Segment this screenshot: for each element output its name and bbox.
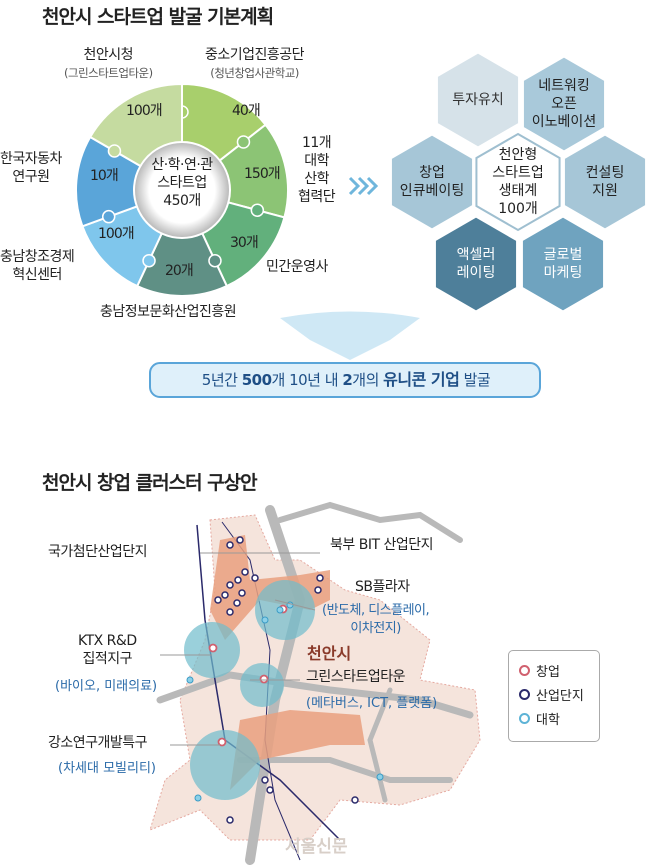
- hexagon: [388, 132, 476, 232]
- university-dot-icon: [194, 794, 202, 802]
- puzzle-knob: [250, 203, 265, 217]
- legend-item: 창업: [519, 661, 560, 680]
- industrial-pin-icon: [214, 596, 222, 604]
- industrial-pin-icon: [241, 568, 249, 576]
- count-private: 30개: [230, 235, 259, 251]
- industrial-pin-icon: [314, 586, 322, 594]
- puzzle-knob: [142, 253, 156, 268]
- label-ctia: 충남정보문화산업진흥원: [100, 304, 237, 320]
- pin-icon: [519, 665, 530, 676]
- road: [237, 757, 453, 783]
- industrial-pin-icon: [266, 786, 274, 794]
- leader-line: [274, 599, 316, 611]
- hexagon-label: 네트워킹 오픈 이노베이션: [531, 78, 597, 130]
- count-university: 150개: [244, 166, 281, 182]
- label-green-startup: 그린스타트업타운: [306, 669, 406, 685]
- legend-item: 대학: [519, 709, 560, 728]
- industrial-pin-icon: [238, 589, 246, 597]
- label-green-sub: (메타버스, ICT, 플랫폼): [306, 696, 438, 711]
- label-gangso: 강소연구개발특구: [48, 735, 148, 751]
- road: [277, 501, 463, 543]
- label-sb-plaza: SB플라자: [355, 579, 410, 595]
- label-ccei: 충남창조경제 혁신센터: [0, 249, 75, 283]
- down-arrow: [280, 311, 420, 360]
- industrial-pin-icon: [261, 776, 269, 784]
- label-sb-sub: (반도체, 디스플레이, 이차전지): [322, 603, 430, 636]
- industrial-pin-icon: [233, 599, 241, 607]
- industrial-zone: [230, 710, 365, 790]
- university-dot-icon: [186, 676, 194, 684]
- count-city: 100개: [126, 103, 163, 119]
- ring-center: [135, 143, 229, 237]
- hexagon: [432, 214, 520, 314]
- label-private: 민간운영사: [266, 259, 328, 275]
- puzzle-knob: [236, 135, 251, 149]
- count-katech: 10개: [90, 168, 119, 184]
- hexagon-label: 투자유치: [452, 92, 504, 108]
- count-ccei: 100개: [98, 226, 135, 242]
- hexagon: [475, 132, 561, 232]
- hexagon-label: 천안형 스타트업 생태계 100개: [492, 147, 544, 217]
- label-katech: 한국자동차 연구원: [0, 151, 62, 185]
- industrial-pin-icon: [226, 816, 234, 824]
- count-ctia: 20개: [165, 263, 194, 279]
- hexagon: [520, 54, 608, 154]
- university-dot-icon: [261, 616, 269, 624]
- label-ktx-sub: (바이오, 미래의료): [55, 679, 158, 694]
- goal-banner-text: 5년간 500개 10년 내 2개의 유니콘 기업 발굴: [201, 370, 491, 389]
- road: [156, 671, 474, 719]
- industrial-pin-icon: [226, 581, 234, 589]
- industrial-pin-icon: [221, 591, 229, 599]
- label-national-complex: 국가첨단산업단지: [48, 544, 148, 560]
- label-cheonan-city: 천안시청 (그린스타트업타운): [64, 47, 153, 80]
- university-dot-icon: [376, 773, 384, 781]
- industrial-pin-icon: [226, 541, 234, 549]
- hexagon-label: 글로벌 마케팅: [543, 247, 583, 281]
- center-label: 산·학·연·관 스타트업 450개: [151, 157, 213, 209]
- industrial-pin-icon: [234, 576, 242, 584]
- industrial-pin-icon: [226, 608, 234, 616]
- hexagon-label: 액셀러 레이팅: [456, 247, 496, 281]
- chevron-right-icon: [348, 176, 361, 196]
- label-university: 11개 대학 산학 협력단: [298, 135, 336, 205]
- hexagon: [434, 50, 522, 150]
- startup-zone: [240, 663, 284, 707]
- count-sbc: 40개: [232, 103, 261, 119]
- puzzle-knob: [101, 209, 116, 224]
- label-north-bit: 북부 BIT 산업단지: [330, 537, 433, 553]
- startup-zone: [190, 730, 260, 800]
- dot-icon: [519, 713, 530, 724]
- watermark-logo: 서울신문: [285, 837, 348, 857]
- university-dot-icon: [276, 606, 284, 614]
- chevron-right-icon: [357, 176, 370, 196]
- hexagon-label: 창업 인큐베이팅: [399, 165, 465, 199]
- startup-pin-icon: [259, 674, 269, 684]
- chevron-right-icon: [366, 176, 379, 196]
- industrial-pin-icon: [351, 796, 359, 804]
- label-ktx: KTX R&D 집적지구: [78, 633, 137, 667]
- label-sbc: 중소기업진흥공단 (청년창업사관학교): [205, 47, 305, 80]
- industrial-pin-icon: [236, 536, 244, 544]
- hexagon: [519, 214, 607, 314]
- puzzle-knob: [208, 253, 222, 268]
- goal-banner: [149, 362, 541, 398]
- puzzle-knob: [107, 144, 122, 158]
- hexagon: [561, 132, 649, 232]
- startup-pin-icon: [208, 643, 218, 653]
- startup-pin-icon: [217, 737, 227, 747]
- map-title: 천안시 창업 클러스터 구상안: [42, 472, 258, 494]
- industrial-pin-icon: [251, 574, 259, 582]
- industrial-pin-icon: [316, 574, 324, 582]
- plan-title: 천안시 스타트업 발굴 기본계획: [42, 6, 274, 28]
- pin-icon: [519, 689, 530, 700]
- label-gangso-sub: (차세대 모빌리티): [58, 761, 156, 776]
- hexagon-label: 컨설팅 지원: [585, 165, 625, 199]
- city-label: 천안시: [307, 644, 352, 663]
- legend-item: 산업단지: [519, 685, 584, 704]
